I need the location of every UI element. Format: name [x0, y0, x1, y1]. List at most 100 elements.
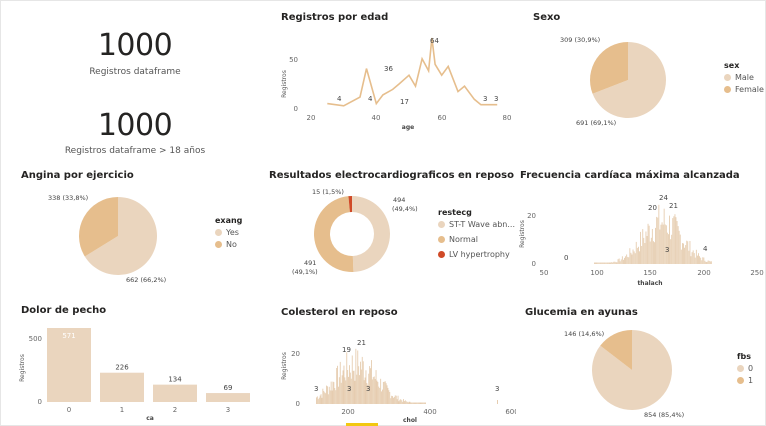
thalach-bar[interactable]: [703, 257, 705, 265]
pie-slice-female[interactable]: [590, 42, 628, 94]
pie-slice-male[interactable]: [592, 42, 666, 118]
chol-bar[interactable]: [338, 386, 339, 404]
thalach-bar[interactable]: [643, 237, 645, 264]
thalach-bar[interactable]: [697, 255, 698, 264]
chol-bar[interactable]: [361, 356, 363, 404]
chol-bar[interactable]: [425, 402, 426, 405]
chol-bar[interactable]: [353, 370, 355, 404]
thalach-bar[interactable]: [675, 217, 677, 264]
chest-bars[interactable]: 571 0 226 1 134 2 69 3: [47, 328, 250, 414]
chest-bar-chart[interactable]: Registros 500 0 571 0 226 1 134 2 69 3 ca: [14, 318, 264, 424]
chol-bar[interactable]: [337, 365, 338, 404]
chol-bar[interactable]: [405, 401, 407, 404]
chol-bar[interactable]: [335, 390, 337, 404]
chol-bar[interactable]: [354, 380, 356, 404]
thalach-bar[interactable]: [672, 218, 674, 264]
chol-bar[interactable]: [316, 396, 318, 404]
thalach-bar[interactable]: [671, 234, 673, 264]
thalach-bar[interactable]: [685, 245, 687, 264]
chol-bar[interactable]: [391, 395, 393, 404]
thalach-bar[interactable]: [600, 262, 602, 265]
chol-bar[interactable]: [348, 376, 349, 404]
thalach-bar[interactable]: [677, 226, 679, 264]
chol-bar[interactable]: [342, 370, 344, 404]
thalach-bar[interactable]: [707, 260, 709, 265]
chol-bar[interactable]: [362, 361, 364, 404]
thalach-bar[interactable]: [679, 234, 681, 264]
chol-bar[interactable]: [336, 368, 338, 404]
thalach-bar[interactable]: [657, 217, 659, 264]
thalach-bar[interactable]: [625, 256, 626, 264]
chol-bar[interactable]: [386, 385, 388, 404]
thalach-bar[interactable]: [629, 248, 631, 264]
chol-bar[interactable]: [332, 381, 334, 404]
bar-ca-3[interactable]: [206, 393, 250, 402]
thalach-bar[interactable]: [687, 241, 689, 264]
thalach-bar[interactable]: [666, 232, 668, 264]
thalach-bar[interactable]: [595, 262, 596, 265]
chol-bar[interactable]: [407, 402, 409, 405]
pie-slice-fbs-1[interactable]: [600, 330, 632, 370]
thalach-bar[interactable]: [710, 261, 712, 264]
thalach-bar[interactable]: [640, 231, 641, 264]
chol-bar[interactable]: [397, 395, 399, 404]
age-series-line[interactable]: [327, 37, 498, 107]
chol-bar[interactable]: [356, 374, 358, 404]
chol-bar[interactable]: [322, 388, 324, 404]
donut-slice-lv-hypertrophy[interactable]: [348, 196, 352, 213]
thalach-bar[interactable]: [623, 259, 624, 264]
thalach-bar[interactable]: [613, 261, 615, 264]
thalach-bar[interactable]: [605, 262, 607, 265]
chol-bar[interactable]: [316, 397, 317, 404]
thalach-bar[interactable]: [693, 253, 695, 264]
thalach-bar[interactable]: [686, 240, 688, 264]
thalach-bar[interactable]: [619, 261, 621, 264]
chol-bar[interactable]: [349, 372, 351, 404]
chol-bar[interactable]: [321, 397, 323, 404]
chol-bar[interactable]: [323, 391, 325, 404]
thalach-bar[interactable]: [648, 225, 650, 264]
thalach-bar[interactable]: [674, 214, 676, 264]
chol-bar[interactable]: [367, 384, 369, 404]
chol-bar[interactable]: [382, 389, 383, 404]
thalach-bar[interactable]: [618, 258, 620, 265]
thalach-bar[interactable]: [700, 257, 702, 264]
thalach-bar[interactable]: [668, 234, 669, 264]
chol-bar[interactable]: [366, 383, 368, 404]
chol-bar[interactable]: [399, 399, 401, 404]
thalach-bar[interactable]: [615, 262, 617, 264]
chol-bar[interactable]: [409, 401, 411, 404]
thalach-bar[interactable]: [597, 262, 599, 265]
thalach-bar[interactable]: [633, 251, 635, 264]
legend-item-1[interactable]: 1: [737, 376, 753, 385]
chol-bar[interactable]: [333, 382, 335, 404]
thalach-bar[interactable]: [620, 259, 622, 264]
chol-bar[interactable]: [329, 390, 331, 404]
thalach-bar[interactable]: [609, 262, 610, 265]
thalach-bar[interactable]: [706, 261, 708, 264]
chol-bar[interactable]: [406, 401, 408, 404]
chol-bar[interactable]: [341, 375, 343, 404]
kpi-card-registros-adultos[interactable]: 1000 Registros dataframe > 18 años: [40, 106, 230, 160]
thalach-bar[interactable]: [616, 262, 618, 264]
thalach-bar[interactable]: [709, 261, 711, 264]
thalach-bar[interactable]: [594, 262, 595, 265]
thalach-bar[interactable]: [673, 216, 675, 264]
thalach-bar[interactable]: [634, 253, 636, 264]
thalach-bar[interactable]: [678, 230, 680, 264]
chol-bar[interactable]: [369, 366, 371, 404]
chol-histogram-chart[interactable]: Registros 20 0 19 21 3 3 3 3 200 400 600…: [276, 322, 516, 424]
thalach-bar[interactable]: [702, 257, 704, 264]
chol-bar[interactable]: [338, 377, 340, 404]
chol-bar[interactable]: [413, 402, 415, 405]
thalach-bar[interactable]: [610, 262, 611, 265]
chol-bar[interactable]: [374, 379, 376, 404]
chol-bar[interactable]: [402, 401, 404, 404]
chol-bar[interactable]: [379, 388, 381, 404]
chol-bar[interactable]: [419, 402, 421, 405]
thalach-bar[interactable]: [650, 237, 652, 264]
chol-bar[interactable]: [375, 370, 377, 404]
legend-item-no[interactable]: No: [215, 240, 242, 249]
chol-bar[interactable]: [373, 376, 375, 405]
chol-bar[interactable]: [411, 402, 413, 405]
